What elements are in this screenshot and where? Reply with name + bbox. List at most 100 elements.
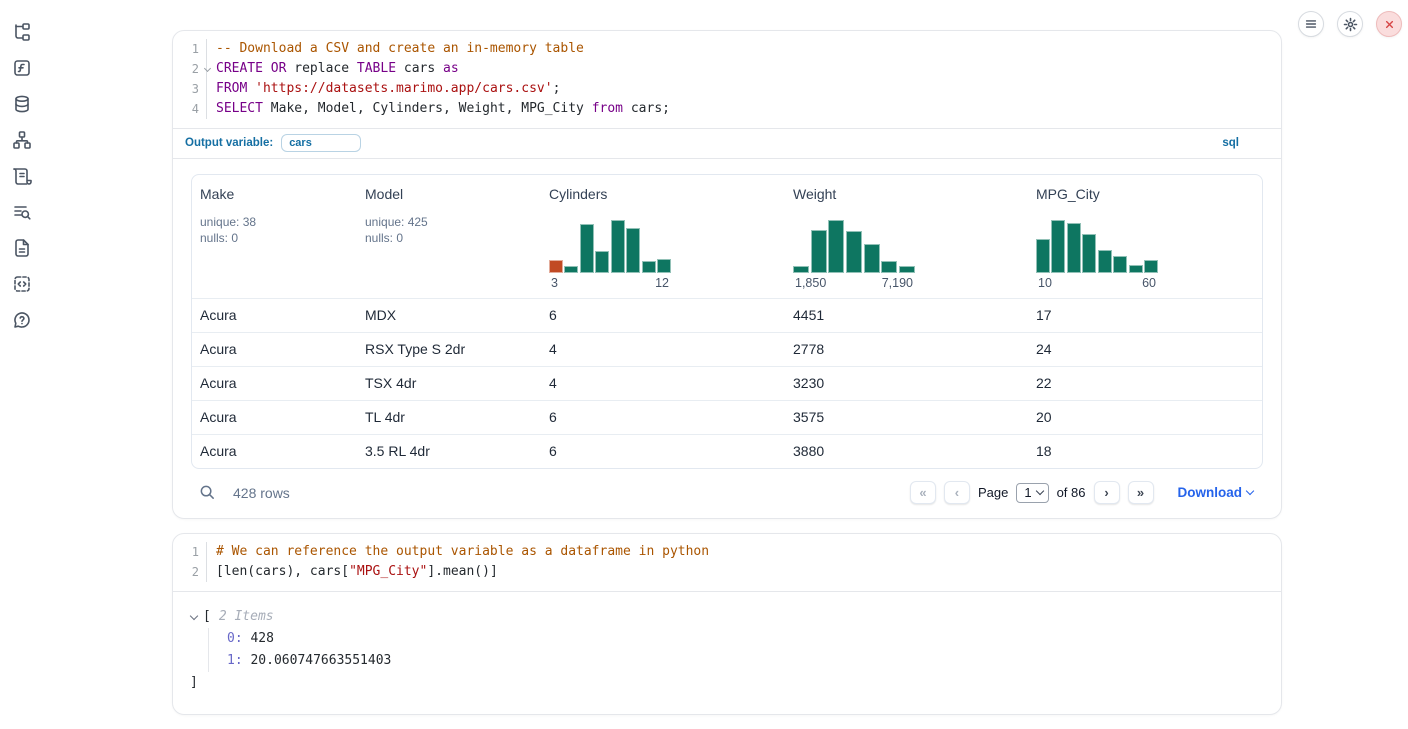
language-badge[interactable]: sql: [1222, 137, 1239, 149]
column-header-weight[interactable]: Weight 1,850 7,190: [785, 175, 1028, 298]
prev-page-button[interactable]: ‹: [943, 481, 970, 504]
line-number: 1: [173, 39, 207, 59]
histogram-range-labels: 10 60: [1038, 276, 1156, 290]
variables-icon[interactable]: [12, 58, 32, 78]
histogram-bar: [579, 224, 594, 273]
column-name[interactable]: Make: [200, 186, 235, 202]
scroll-icon[interactable]: [12, 166, 32, 186]
column-histogram[interactable]: 10 60: [1036, 220, 1158, 290]
table-row[interactable]: Acura RSX Type S 2dr 4 2778 24: [192, 332, 1262, 366]
table-cell: 17: [1036, 307, 1052, 323]
code-line: 3 FROM 'https://datasets.marimo.app/cars.…: [173, 79, 1281, 99]
histogram-bar: [641, 261, 656, 273]
code-line: 1 # We can reference the output variable …: [173, 542, 1281, 562]
helper-panel-sidebar: [0, 0, 44, 729]
table-cell: 3230: [793, 375, 825, 391]
python-code-editor[interactable]: 1 # We can reference the output variable …: [173, 534, 1281, 591]
histogram-bar: [626, 228, 641, 273]
tree-item-key: 0:: [227, 631, 243, 646]
column-name[interactable]: Weight: [793, 186, 837, 202]
table-row[interactable]: Acura TL 4dr 6 3575 20: [192, 400, 1262, 434]
python-cell: 1 # We can reference the output variable …: [172, 533, 1282, 715]
page-select-value: 1: [1024, 484, 1032, 500]
help-icon[interactable]: [12, 310, 32, 330]
chevron-down-icon: [1245, 486, 1255, 496]
row-count-label: 428 rows: [233, 484, 290, 501]
column-stats: unique: 38 nulls: 0: [200, 215, 257, 245]
tree-item-value: 428: [242, 631, 274, 646]
histogram-bar: [863, 244, 880, 273]
table-cell: Acura: [200, 307, 237, 323]
histogram-bar: [564, 266, 579, 273]
line-number: 1: [173, 542, 207, 562]
table-cell: 6: [549, 409, 557, 425]
document-icon[interactable]: [12, 238, 32, 258]
page-select[interactable]: 1: [1016, 482, 1049, 503]
table-row[interactable]: Acura MDX 6 4451 17: [192, 298, 1262, 332]
tree-item-key: 1:: [227, 653, 243, 668]
column-header-cylinders[interactable]: Cylinders 3 12: [541, 175, 785, 298]
code-text: -- Download a CSV and create an in-memor…: [216, 41, 584, 56]
column-name[interactable]: Cylinders: [549, 186, 608, 202]
output-variable-label: Output variable:: [185, 137, 274, 149]
table-cell: 22: [1036, 375, 1052, 391]
next-page-button[interactable]: ›: [1093, 481, 1120, 504]
histogram-range-labels: 3 12: [551, 276, 669, 290]
table-cell: MDX: [365, 307, 397, 323]
table-row[interactable]: Acura 3.5 RL 4dr 6 3880 18: [192, 434, 1262, 468]
table-cell: 18: [1036, 443, 1052, 459]
code-text: [len(cars), cars["MPG_City"].mean()]: [216, 564, 498, 579]
column-header-model[interactable]: Model unique: 425 nulls: 0: [357, 175, 541, 298]
download-label: Download: [1177, 485, 1243, 500]
download-button[interactable]: Download: [1177, 485, 1255, 500]
table-cell: 3.5 RL 4dr: [365, 443, 430, 459]
code-line: 1 -- Download a CSV and create an in-memo…: [173, 39, 1281, 59]
search-logs-icon[interactable]: [12, 202, 32, 222]
line-number: 3: [173, 79, 207, 99]
column-header-make[interactable]: Make unique: 38 nulls: 0: [192, 175, 357, 298]
divider: [173, 158, 1281, 159]
search-icon[interactable]: [199, 484, 217, 502]
column-histogram[interactable]: 3 12: [549, 220, 671, 290]
dependency-graph-icon[interactable]: [12, 130, 32, 150]
code-line: 4 SELECT Make, Model, Cylinders, Weight, …: [173, 99, 1281, 119]
line-number: 2: [173, 59, 212, 79]
column-header-mpg_city[interactable]: MPG_City 10 60: [1028, 175, 1262, 298]
settings-button[interactable]: [1337, 11, 1363, 37]
output-variable-row: Output variable: sql: [173, 129, 1281, 158]
line-number: 2: [173, 562, 207, 582]
table-header-row: Make unique: 38 nulls: 0 Model unique: 425 nu…: [192, 175, 1262, 298]
first-page-button[interactable]: «: [909, 481, 936, 504]
table-cell: 4451: [793, 307, 825, 323]
code-text: FROM 'https://datasets.marimo.app/cars.c…: [216, 81, 561, 96]
table-cell: RSX Type S 2dr: [365, 341, 466, 357]
hamburger-icon: [1305, 20, 1317, 28]
histogram-bar: [1128, 265, 1143, 273]
pagination: « ‹ Page 1 of 86 › » Download: [909, 481, 1261, 504]
output-variable-input[interactable]: [281, 134, 362, 152]
table-cell: 6: [549, 443, 557, 459]
histogram-range-labels: 1,850 7,190: [795, 276, 913, 290]
table-footer: 428 rows « ‹ Page 1 of 86 › » Download: [191, 481, 1263, 504]
database-icon[interactable]: [12, 94, 32, 114]
column-histogram[interactable]: 1,850 7,190: [793, 220, 915, 290]
tree-item: 1: 20.060747663551403: [227, 650, 1265, 672]
collapse-chevron-icon[interactable]: [189, 611, 199, 621]
histogram-bar: [810, 230, 827, 273]
code-line: 2 CREATE OR replace TABLE cars as: [173, 59, 1281, 79]
file-tree-icon[interactable]: [12, 22, 32, 42]
python-output: [ 2 Items 0: 428 1: 20.060747663551403 ]: [173, 592, 1281, 714]
histogram-bar: [1082, 234, 1097, 273]
menu-button[interactable]: [1298, 11, 1324, 37]
histogram-bar: [549, 260, 563, 273]
table-cell: Acura: [200, 341, 237, 357]
last-page-button[interactable]: »: [1127, 481, 1154, 504]
sql-code-editor[interactable]: 1 -- Download a CSV and create an in-memo…: [173, 31, 1281, 128]
table-cell: 3880: [793, 443, 825, 459]
table-cell: Acura: [200, 443, 237, 459]
column-name[interactable]: Model: [365, 186, 404, 202]
shutdown-button[interactable]: [1376, 11, 1402, 37]
snippets-icon[interactable]: [12, 274, 32, 294]
column-name[interactable]: MPG_City: [1036, 186, 1100, 202]
table-row[interactable]: Acura TSX 4dr 4 3230 22: [192, 366, 1262, 400]
